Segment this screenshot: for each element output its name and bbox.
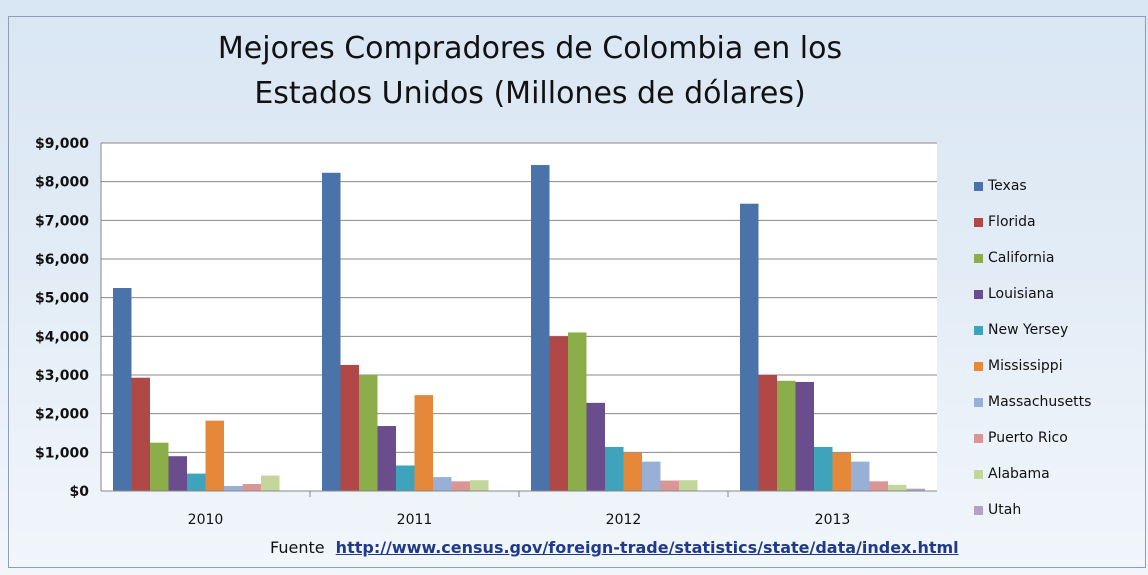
y-tick-label: $4,000 [35, 329, 89, 345]
chart-title: Mejores Compradores de Colombia en los E… [217, 31, 843, 111]
legend-item: California [974, 240, 1146, 276]
bar [740, 203, 759, 491]
bar [131, 377, 150, 491]
bar [851, 461, 870, 491]
legend-label: Mississippi [988, 358, 1063, 374]
bar [187, 473, 206, 491]
x-axis-ticks: 2010 2011 2012 2013 [188, 512, 851, 528]
bar [795, 381, 814, 491]
bar [869, 481, 888, 491]
x-tick-label: 2012 [606, 512, 642, 528]
legend-item: Massachusetts [974, 384, 1146, 420]
legend-item: Louisiana [974, 276, 1146, 312]
bar [451, 481, 470, 491]
legend-swatch [974, 397, 983, 407]
bar [322, 172, 341, 492]
source-link[interactable]: http://www.census.gov/foreign-trade/stat… [335, 538, 959, 557]
bar [758, 375, 777, 491]
legend-label: Alabama [988, 466, 1050, 482]
legend-label: New Yersey [988, 322, 1069, 338]
bar [642, 461, 661, 491]
chart-border [8, 16, 1146, 568]
legend-label: Texas [988, 178, 1027, 194]
bar [168, 456, 187, 491]
axes [100, 143, 937, 497]
x-tick-label: 2013 [815, 512, 851, 528]
bar [113, 288, 132, 491]
bar [568, 332, 587, 491]
y-tick-label: $5,000 [35, 291, 89, 307]
legend-label: Puerto Rico [988, 430, 1068, 446]
legend-item: Utah [974, 492, 1146, 528]
bar [433, 477, 452, 491]
legend: Texas Florida California Louisiana New Yerse… [974, 168, 1146, 528]
bar [224, 485, 243, 491]
legend-item: Mississippi [974, 348, 1146, 384]
bar [660, 480, 679, 491]
bar [906, 488, 925, 491]
legend-item: Florida [974, 204, 1146, 240]
legend-label: Utah [988, 502, 1022, 518]
legend-label: Massachusetts [988, 394, 1092, 410]
bar [396, 465, 415, 491]
bar [888, 484, 907, 491]
y-tick-label: $9,000 [35, 136, 89, 152]
bar [814, 446, 833, 491]
legend-swatch [974, 325, 983, 335]
bar [414, 395, 433, 491]
legend-swatch [974, 361, 983, 371]
bar [242, 484, 261, 491]
legend-label: Florida [988, 214, 1036, 230]
y-tick-label: $6,000 [35, 252, 89, 268]
y-tick-label: $7,000 [35, 213, 89, 229]
x-tick-label: 2010 [188, 512, 224, 528]
legend-item: New Yersey [974, 312, 1146, 348]
legend-label: Louisiana [988, 286, 1055, 302]
legend-swatch [974, 181, 983, 191]
bar [832, 452, 851, 491]
bar [261, 475, 280, 491]
bar [549, 336, 568, 491]
y-tick-label: $1,000 [35, 445, 89, 461]
legend-swatch [974, 469, 983, 479]
bar [623, 452, 642, 491]
y-tick-label: $8,000 [35, 175, 89, 191]
legend-item: Texas [974, 168, 1146, 204]
y-tick-label: $2,000 [35, 407, 89, 423]
legend-label: California [988, 250, 1055, 266]
source-note: Fuente http://www.census.gov/foreign-tra… [270, 538, 1130, 557]
legend-item: Alabama [974, 456, 1146, 492]
bar [205, 420, 224, 491]
y-tick-label: $3,000 [35, 368, 89, 384]
legend-swatch [974, 217, 983, 227]
source-label: Fuente [270, 538, 325, 557]
bar [777, 380, 796, 491]
legend-swatch [974, 253, 983, 263]
bar [470, 480, 489, 491]
bar [605, 446, 624, 491]
x-tick-label: 2011 [397, 512, 433, 528]
y-axis-ticks: $0 $1,000 $2,000 $3,000 $4,000 $5,000 $6,000 $7… [35, 136, 89, 500]
legend-item: Puerto Rico [974, 420, 1146, 456]
bar [679, 480, 698, 491]
bar [377, 426, 396, 491]
y-tick-label: $0 [70, 484, 90, 500]
legend-swatch [974, 289, 983, 299]
bar [340, 364, 359, 491]
legend-swatch [974, 505, 983, 515]
bar [586, 402, 605, 491]
bar [150, 442, 169, 491]
bar [359, 375, 378, 491]
bars [113, 165, 925, 492]
bar [531, 165, 550, 492]
legend-swatch [974, 433, 983, 443]
